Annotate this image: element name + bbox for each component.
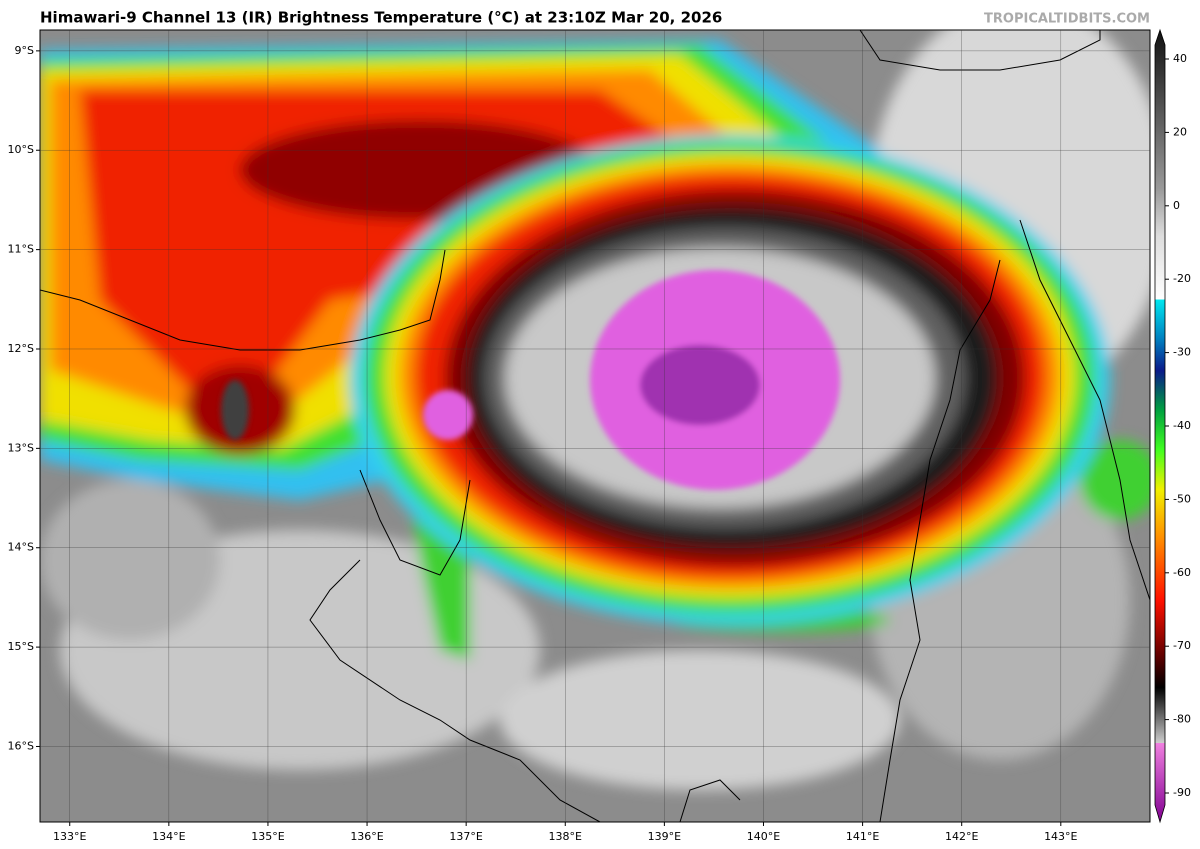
coastline bbox=[40, 30, 1150, 822]
y-tick-label: 12°S bbox=[8, 342, 34, 355]
colorbar bbox=[1154, 28, 1166, 824]
colorbar-label: -70 bbox=[1173, 639, 1191, 652]
x-tick-label: 133°E bbox=[53, 830, 86, 843]
x-tick-label: 141°E bbox=[846, 830, 879, 843]
colorbar-label: -50 bbox=[1173, 492, 1191, 505]
y-tick-label: 9°S bbox=[15, 44, 34, 57]
credit: TROPICALTIDBITS.COM bbox=[984, 12, 1150, 27]
x-tick-label: 142°E bbox=[945, 830, 978, 843]
x-tick-label: 135°E bbox=[251, 830, 284, 843]
y-tick-label: 14°S bbox=[8, 541, 34, 554]
colorbar-label: -20 bbox=[1173, 272, 1191, 285]
map-frame bbox=[39, 29, 1151, 823]
x-tick-label: 139°E bbox=[648, 830, 681, 843]
x-tick-label: 136°E bbox=[350, 830, 383, 843]
colorbar-label: 0 bbox=[1173, 199, 1180, 212]
colorbar-label: -90 bbox=[1173, 786, 1191, 799]
x-tick-label: 140°E bbox=[747, 830, 780, 843]
y-tick-label: 16°S bbox=[8, 739, 34, 752]
y-tick-label: 15°S bbox=[8, 640, 34, 653]
y-tick-label: 11°S bbox=[8, 243, 34, 256]
colorbar-label: -80 bbox=[1173, 713, 1191, 726]
colorbar-label: -30 bbox=[1173, 346, 1191, 359]
x-tick-label: 138°E bbox=[549, 830, 582, 843]
x-tick-label: 137°E bbox=[449, 830, 482, 843]
title: Himawari-9 Channel 13 (IR) Brightness Te… bbox=[40, 9, 722, 27]
x-tick-label: 143°E bbox=[1044, 830, 1077, 843]
y-tick-label: 10°S bbox=[8, 143, 34, 156]
colorbar-label: 40 bbox=[1173, 52, 1187, 65]
colorbar-label: 20 bbox=[1173, 125, 1187, 138]
colorbar-label: -40 bbox=[1173, 419, 1191, 432]
satellite-image bbox=[40, 30, 1150, 822]
y-tick-label: 13°S bbox=[8, 441, 34, 454]
colorbar-label: -60 bbox=[1173, 566, 1191, 579]
x-tick-label: 134°E bbox=[152, 830, 185, 843]
